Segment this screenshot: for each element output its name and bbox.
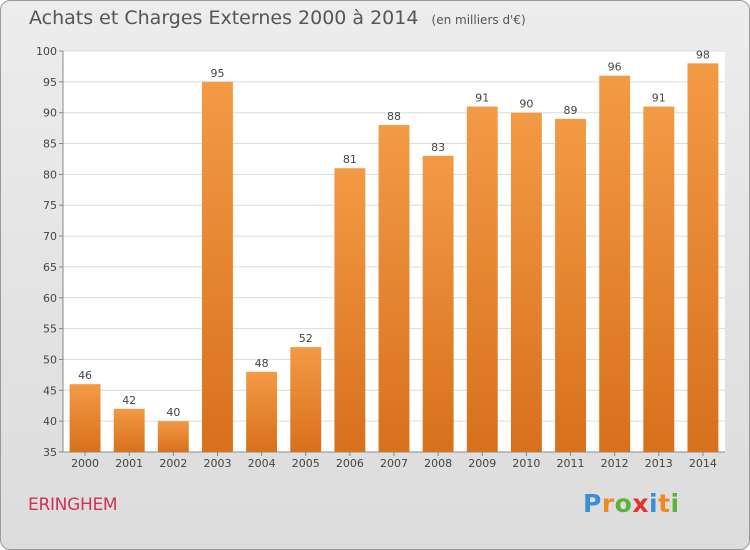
y-tick-label: 60: [43, 292, 57, 305]
x-tick-label: 2006: [336, 457, 364, 470]
bar-value-label: 83: [431, 141, 445, 154]
y-tick-label: 90: [43, 107, 57, 120]
y-tick-label: 75: [43, 199, 57, 212]
logo-letter: i: [670, 489, 680, 518]
bar: [643, 106, 675, 453]
bar-value-label: 91: [652, 92, 666, 105]
y-tick-label: 50: [43, 353, 57, 366]
bar: [466, 106, 498, 453]
logo-letter: o: [614, 489, 633, 518]
x-tick-label: 2003: [203, 457, 231, 470]
y-tick-label: 70: [43, 230, 57, 243]
x-tick-label: 2005: [292, 457, 320, 470]
bar-value-label: 98: [696, 48, 710, 61]
bar-value-label: 96: [608, 61, 622, 74]
y-tick-label: 95: [43, 76, 57, 89]
x-tick-label: 2009: [468, 457, 496, 470]
bar-value-label: 42: [122, 394, 136, 407]
bar-value-label: 40: [166, 406, 180, 419]
x-tick-label: 2013: [645, 457, 673, 470]
bar: [422, 155, 454, 452]
x-tick-label: 2002: [159, 457, 187, 470]
bar-value-label: 91: [475, 92, 489, 105]
y-tick-label: 100: [36, 45, 57, 58]
bar: [157, 421, 189, 452]
y-tick-label: 85: [43, 138, 57, 151]
bar: [202, 81, 233, 452]
bar-value-label: 81: [343, 153, 357, 166]
x-tick-label: 2014: [689, 457, 717, 470]
y-tick-label: 40: [43, 415, 57, 428]
bar-value-label: 48: [255, 357, 269, 370]
bar: [113, 408, 145, 452]
bar: [555, 118, 586, 452]
bar-value-label: 95: [210, 67, 224, 80]
y-tick-label: 55: [43, 323, 57, 336]
bar-value-label: 46: [78, 369, 92, 382]
x-tick-label: 2000: [71, 457, 99, 470]
y-tick-label: 35: [43, 446, 57, 459]
bar: [510, 112, 542, 452]
y-tick-label: 65: [43, 261, 57, 274]
chart-subtitle: (en milliers d'€): [431, 13, 526, 27]
bar: [378, 125, 410, 453]
x-tick-label: 2007: [380, 457, 408, 470]
x-tick-label: 2008: [424, 457, 452, 470]
chart-title-row: Achats et Charges Externes 2000 à 2014 (…: [29, 7, 526, 29]
bar: [246, 371, 278, 452]
bar-value-label: 52: [299, 332, 313, 345]
bar-value-label: 90: [519, 98, 533, 111]
x-tick-label: 2004: [248, 457, 276, 470]
x-tick-label: 2001: [115, 457, 143, 470]
logo-letter: i: [649, 489, 659, 518]
bar: [69, 384, 101, 452]
chart-title: Achats et Charges Externes 2000 à 2014: [29, 7, 419, 29]
bar: [290, 347, 322, 452]
logo-letter: t: [658, 489, 671, 518]
bar-value-label: 89: [564, 104, 578, 117]
x-tick-label: 2011: [557, 457, 585, 470]
bar: [687, 63, 719, 452]
commune-name: ERINGHEM: [28, 495, 118, 515]
bar: [334, 168, 366, 452]
logo-letter: x: [632, 489, 649, 518]
logo-letter: P: [583, 489, 602, 518]
y-tick-label: 80: [43, 168, 57, 181]
x-tick-label: 2012: [601, 457, 629, 470]
logo-letter: r: [601, 489, 615, 518]
x-tick-label: 2010: [512, 457, 540, 470]
bar-value-label: 88: [387, 110, 401, 123]
y-tick-label: 45: [43, 384, 57, 397]
bar: [599, 75, 631, 452]
proxiti-logo: Proxiti: [583, 489, 680, 518]
